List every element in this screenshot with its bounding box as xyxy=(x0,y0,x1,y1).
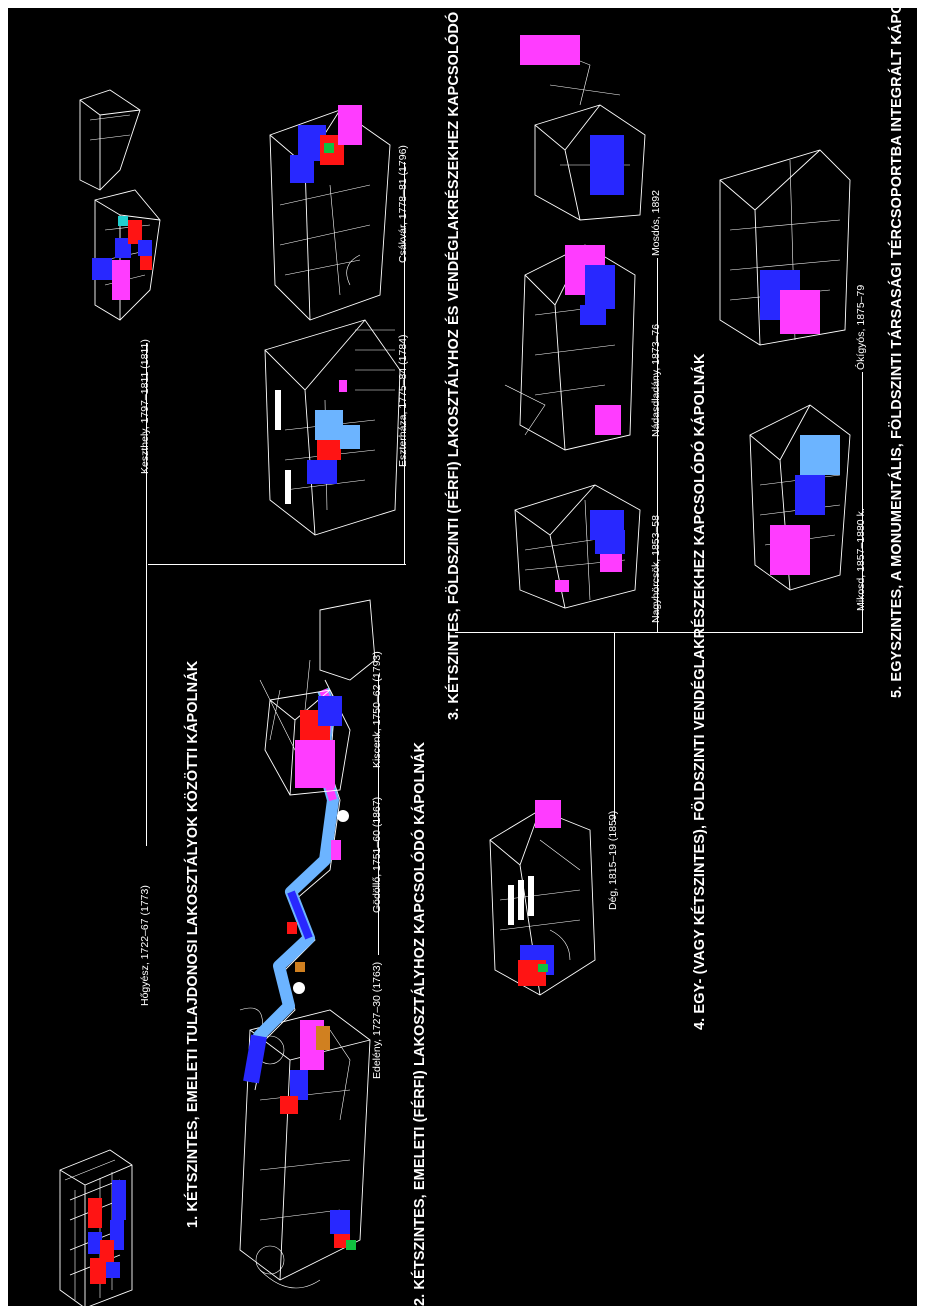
site-label-deg: Dég, 1815–19 (1859) xyxy=(607,810,619,910)
model-edeleny xyxy=(239,1007,371,1289)
connector-c1-keszthely xyxy=(146,343,148,564)
model-hogyesz xyxy=(59,1149,133,1309)
category-title-2: 2. KÉTSZINTES, EMELETI (FÉRFI) LAKOSZTÁL… xyxy=(412,741,428,1306)
model-okigyos xyxy=(719,149,851,346)
model-nadasdladany xyxy=(504,244,636,451)
connector-c2-godollo xyxy=(378,675,380,800)
model-keszthely xyxy=(79,89,161,321)
site-label-nadasdladany: Nádasdladány, 1873–76 xyxy=(650,323,662,437)
connector-c4-sites xyxy=(657,258,659,632)
connector-c5-sites xyxy=(862,372,864,632)
connector-c4-deg xyxy=(614,632,616,822)
site-label-hogyesz: Hőgyész, 1722–67 (1773) xyxy=(139,885,151,1006)
model-mosdos xyxy=(520,35,646,221)
category-title-4: 4. EGY- (VAGY KÉTSZINTES), FÖLDSZINTI VE… xyxy=(692,353,708,1030)
connector-c1-c2 xyxy=(148,564,406,566)
site-label-mosdos: Mosdós, 1892 xyxy=(650,190,662,256)
site-label-nagyhorcsok: Nagyhörcsök, 1853–58 xyxy=(650,515,662,623)
model-nagyhorcsok xyxy=(514,484,641,609)
category-title-1: 1. KÉTSZINTES, EMELETI TULAJDONOSI LAKOS… xyxy=(185,660,201,1228)
connector-c2-edeleny xyxy=(378,800,380,955)
model-csakvar xyxy=(269,105,391,321)
category-title-3: 3. KÉTSZINTES, FÖLDSZINTI (FÉRFI) LAKOSZ… xyxy=(446,0,462,720)
connector-c1-hogyesz xyxy=(146,564,148,846)
site-label-keszthely: Keszthely, 1797–1811 (1811) xyxy=(139,339,151,474)
model-mikosd xyxy=(749,404,851,591)
connector-c3-c4-c5 xyxy=(455,632,863,634)
connector-c3-vertical xyxy=(404,162,406,564)
model-deg xyxy=(489,800,596,996)
category-title-5: 5. EGYSZINTES, A MONUMENTÁLIS, FÖLDSZINT… xyxy=(889,0,905,698)
model-kiscenk xyxy=(259,599,376,796)
model-eszterhaza xyxy=(264,319,401,536)
